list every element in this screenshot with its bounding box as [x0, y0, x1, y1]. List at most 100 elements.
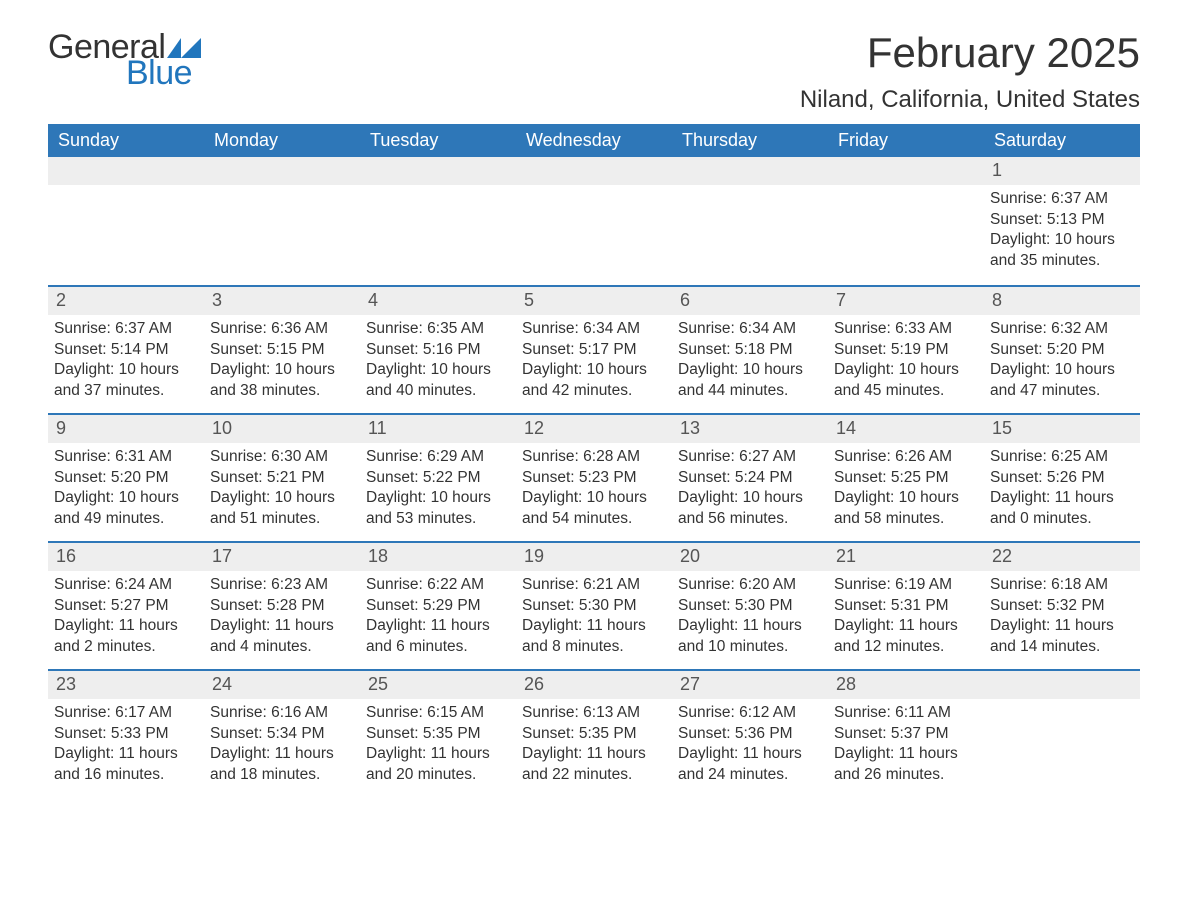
sunrise-line: Sunrise: 6:32 AM — [990, 319, 1132, 340]
calendar-cell: 12Sunrise: 6:28 AMSunset: 5:23 PMDayligh… — [516, 413, 672, 541]
day-number-bar — [360, 157, 516, 184]
day-number-bar — [828, 157, 984, 184]
sunrise-line: Sunrise: 6:33 AM — [834, 319, 976, 340]
daylight-line: Daylight: 11 hours and 4 minutes. — [210, 616, 352, 658]
daylight-line: Daylight: 11 hours and 0 minutes. — [990, 488, 1132, 530]
day-number-bar: 23 — [48, 669, 204, 698]
daylight-line: Daylight: 10 hours and 38 minutes. — [210, 360, 352, 402]
daylight-line: Daylight: 10 hours and 53 minutes. — [366, 488, 508, 530]
sunrise-line: Sunrise: 6:21 AM — [522, 575, 664, 596]
sunset-line: Sunset: 5:28 PM — [210, 596, 352, 617]
day-body: Sunrise: 6:15 AMSunset: 5:35 PMDaylight:… — [360, 699, 516, 791]
sunset-line: Sunset: 5:33 PM — [54, 724, 196, 745]
sunrise-line: Sunrise: 6:13 AM — [522, 703, 664, 724]
weekday-header: Monday — [204, 124, 360, 157]
day-number-bar: 4 — [360, 285, 516, 314]
calendar-cell: 10Sunrise: 6:30 AMSunset: 5:21 PMDayligh… — [204, 413, 360, 541]
sunset-line: Sunset: 5:25 PM — [834, 468, 976, 489]
calendar-cell: 14Sunrise: 6:26 AMSunset: 5:25 PMDayligh… — [828, 413, 984, 541]
calendar-cell: 6Sunrise: 6:34 AMSunset: 5:18 PMDaylight… — [672, 285, 828, 413]
daylight-line: Daylight: 10 hours and 54 minutes. — [522, 488, 664, 530]
daylight-line: Daylight: 11 hours and 26 minutes. — [834, 744, 976, 786]
sunrise-line: Sunrise: 6:19 AM — [834, 575, 976, 596]
calendar-cell — [516, 157, 672, 285]
sunset-line: Sunset: 5:23 PM — [522, 468, 664, 489]
calendar-cell: 20Sunrise: 6:20 AMSunset: 5:30 PMDayligh… — [672, 541, 828, 669]
day-number-bar — [516, 157, 672, 184]
weekday-header: Saturday — [984, 124, 1140, 157]
sunset-line: Sunset: 5:30 PM — [678, 596, 820, 617]
sunrise-line: Sunrise: 6:12 AM — [678, 703, 820, 724]
daylight-line: Daylight: 10 hours and 44 minutes. — [678, 360, 820, 402]
calendar-cell: 21Sunrise: 6:19 AMSunset: 5:31 PMDayligh… — [828, 541, 984, 669]
day-number-bar: 9 — [48, 413, 204, 442]
day-body: Sunrise: 6:25 AMSunset: 5:26 PMDaylight:… — [984, 443, 1140, 535]
sunset-line: Sunset: 5:20 PM — [990, 340, 1132, 361]
day-body: Sunrise: 6:26 AMSunset: 5:25 PMDaylight:… — [828, 443, 984, 535]
day-body: Sunrise: 6:35 AMSunset: 5:16 PMDaylight:… — [360, 315, 516, 407]
day-body: Sunrise: 6:34 AMSunset: 5:18 PMDaylight:… — [672, 315, 828, 407]
day-body: Sunrise: 6:21 AMSunset: 5:30 PMDaylight:… — [516, 571, 672, 663]
day-body: Sunrise: 6:29 AMSunset: 5:22 PMDaylight:… — [360, 443, 516, 535]
calendar-cell: 8Sunrise: 6:32 AMSunset: 5:20 PMDaylight… — [984, 285, 1140, 413]
sunset-line: Sunset: 5:26 PM — [990, 468, 1132, 489]
day-number-bar: 24 — [204, 669, 360, 698]
day-number-bar: 17 — [204, 541, 360, 570]
calendar-row: 2Sunrise: 6:37 AMSunset: 5:14 PMDaylight… — [48, 285, 1140, 413]
weekday-header: Thursday — [672, 124, 828, 157]
sunrise-line: Sunrise: 6:29 AM — [366, 447, 508, 468]
day-number-bar: 11 — [360, 413, 516, 442]
daylight-line: Daylight: 10 hours and 51 minutes. — [210, 488, 352, 530]
daylight-line: Daylight: 11 hours and 20 minutes. — [366, 744, 508, 786]
daylight-line: Daylight: 10 hours and 40 minutes. — [366, 360, 508, 402]
day-body: Sunrise: 6:31 AMSunset: 5:20 PMDaylight:… — [48, 443, 204, 535]
day-number-bar: 15 — [984, 413, 1140, 442]
calendar-cell — [984, 669, 1140, 797]
daylight-line: Daylight: 11 hours and 10 minutes. — [678, 616, 820, 658]
weekday-header: Sunday — [48, 124, 204, 157]
sunset-line: Sunset: 5:32 PM — [990, 596, 1132, 617]
sunrise-line: Sunrise: 6:37 AM — [54, 319, 196, 340]
sunrise-line: Sunrise: 6:35 AM — [366, 319, 508, 340]
calendar-cell: 16Sunrise: 6:24 AMSunset: 5:27 PMDayligh… — [48, 541, 204, 669]
day-number-bar: 10 — [204, 413, 360, 442]
calendar-cell: 18Sunrise: 6:22 AMSunset: 5:29 PMDayligh… — [360, 541, 516, 669]
day-body: Sunrise: 6:18 AMSunset: 5:32 PMDaylight:… — [984, 571, 1140, 663]
calendar-cell: 4Sunrise: 6:35 AMSunset: 5:16 PMDaylight… — [360, 285, 516, 413]
day-body — [516, 185, 672, 193]
sunset-line: Sunset: 5:13 PM — [990, 210, 1132, 231]
day-number-bar — [984, 669, 1140, 698]
day-number-bar: 18 — [360, 541, 516, 570]
day-number-bar: 8 — [984, 285, 1140, 314]
day-number-bar: 27 — [672, 669, 828, 698]
day-number-bar: 3 — [204, 285, 360, 314]
sunset-line: Sunset: 5:35 PM — [522, 724, 664, 745]
sunrise-line: Sunrise: 6:20 AM — [678, 575, 820, 596]
daylight-line: Daylight: 10 hours and 47 minutes. — [990, 360, 1132, 402]
day-body: Sunrise: 6:19 AMSunset: 5:31 PMDaylight:… — [828, 571, 984, 663]
calendar-cell: 24Sunrise: 6:16 AMSunset: 5:34 PMDayligh… — [204, 669, 360, 797]
sunrise-line: Sunrise: 6:34 AM — [678, 319, 820, 340]
day-body — [672, 185, 828, 193]
day-body: Sunrise: 6:32 AMSunset: 5:20 PMDaylight:… — [984, 315, 1140, 407]
sunrise-line: Sunrise: 6:23 AM — [210, 575, 352, 596]
daylight-line: Daylight: 11 hours and 16 minutes. — [54, 744, 196, 786]
day-number-bar: 1 — [984, 157, 1140, 184]
page-header: General Blue February 2025 Niland, Calif… — [48, 30, 1140, 114]
day-number-bar: 16 — [48, 541, 204, 570]
day-body: Sunrise: 6:28 AMSunset: 5:23 PMDaylight:… — [516, 443, 672, 535]
day-body: Sunrise: 6:11 AMSunset: 5:37 PMDaylight:… — [828, 699, 984, 791]
sunrise-line: Sunrise: 6:24 AM — [54, 575, 196, 596]
sunset-line: Sunset: 5:36 PM — [678, 724, 820, 745]
sunset-line: Sunset: 5:27 PM — [54, 596, 196, 617]
weekday-header: Wednesday — [516, 124, 672, 157]
day-number-bar — [672, 157, 828, 184]
day-body: Sunrise: 6:20 AMSunset: 5:30 PMDaylight:… — [672, 571, 828, 663]
sunset-line: Sunset: 5:20 PM — [54, 468, 196, 489]
daylight-line: Daylight: 11 hours and 12 minutes. — [834, 616, 976, 658]
sunset-line: Sunset: 5:14 PM — [54, 340, 196, 361]
sunset-line: Sunset: 5:37 PM — [834, 724, 976, 745]
sunset-line: Sunset: 5:15 PM — [210, 340, 352, 361]
sunset-line: Sunset: 5:16 PM — [366, 340, 508, 361]
sunset-line: Sunset: 5:31 PM — [834, 596, 976, 617]
